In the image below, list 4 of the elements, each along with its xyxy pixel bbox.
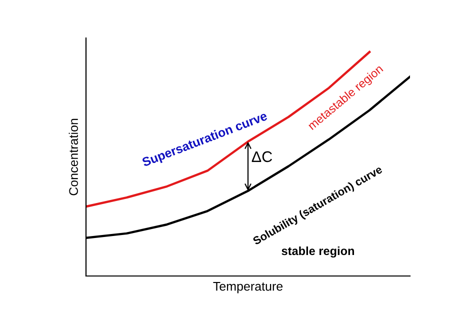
- annotation: stable region: [282, 246, 354, 258]
- x-axis-title: Temperature: [213, 282, 283, 294]
- annotation: ΔC: [252, 151, 272, 162]
- y-axis-title: Concentration: [68, 118, 78, 196]
